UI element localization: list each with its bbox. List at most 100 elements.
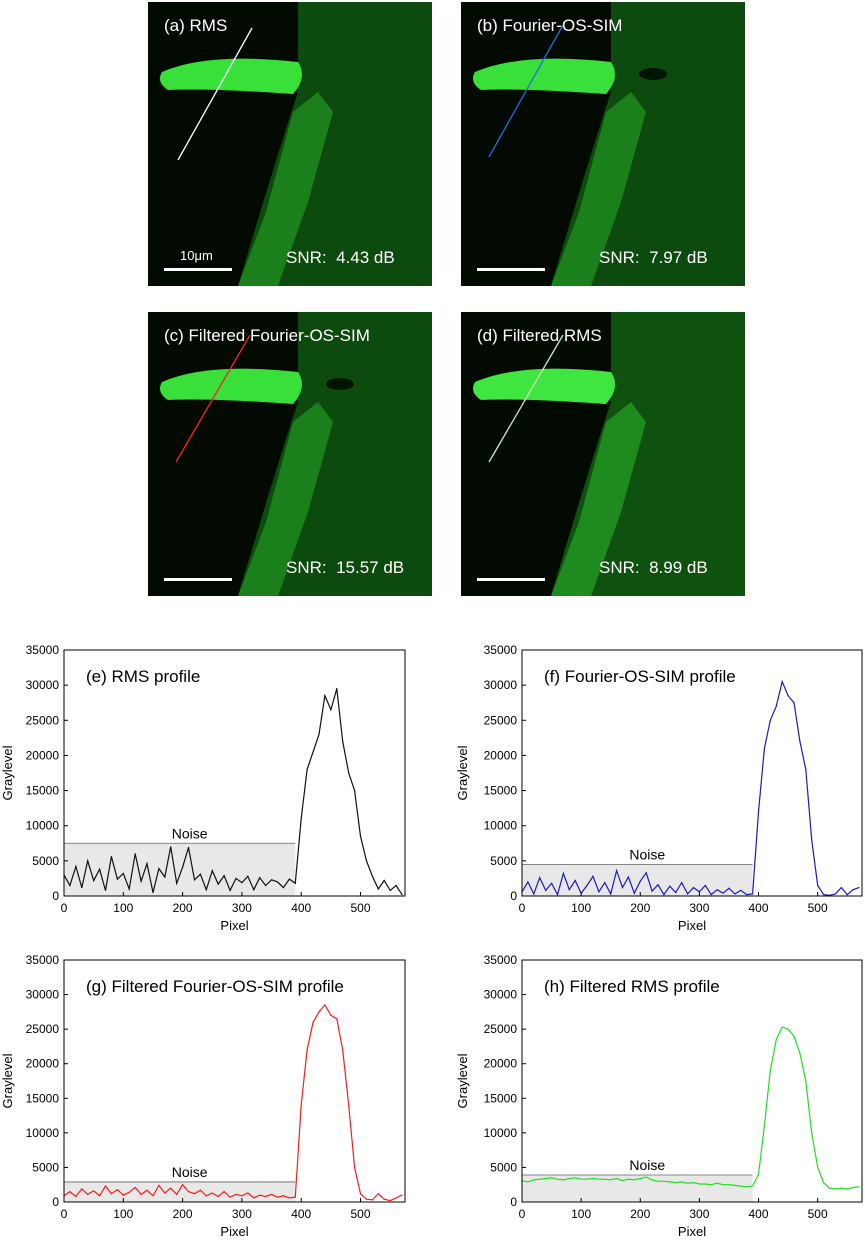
x-tick-label: 300: [689, 1207, 709, 1221]
profile-point: [775, 1038, 777, 1041]
panel-c-snr: SNR: 15.57 dB: [286, 558, 405, 577]
profile-point: [211, 870, 213, 872]
profile-point: [359, 1193, 362, 1195]
profile-point: [840, 1187, 842, 1189]
y-tick-label: 15000: [484, 1091, 518, 1105]
scale-bar: [477, 578, 545, 581]
profile-point: [265, 1195, 267, 1198]
y-tick-label: 25000: [26, 1022, 60, 1036]
profile-point: [834, 1188, 836, 1190]
y-tick-label: 15000: [26, 784, 60, 798]
x-axis-label: Pixel: [220, 918, 248, 933]
x-tick-label: 200: [173, 1207, 193, 1221]
profile-point: [545, 1177, 547, 1180]
profile-point: [568, 889, 570, 891]
plot-frame: [63, 649, 406, 897]
profile-point: [556, 893, 559, 896]
profile-point: [704, 884, 706, 887]
x-tick-label: 500: [808, 901, 828, 915]
profile-point: [205, 889, 207, 891]
profile-point: [348, 1104, 350, 1106]
y-tick-label: 5000: [490, 1160, 517, 1174]
profile-point: [110, 1193, 113, 1195]
profile-point: [746, 1186, 748, 1188]
y-tick-label: 35000: [26, 643, 60, 657]
profile-point: [604, 1178, 606, 1180]
profile-point: [846, 1188, 848, 1190]
profile-point: [675, 891, 677, 894]
profile-point: [686, 1182, 689, 1184]
profile-series-line: [521, 679, 860, 897]
y-tick-label: 20000: [26, 1057, 60, 1071]
profile-point: [858, 886, 860, 889]
profile-point: [270, 1193, 273, 1195]
y-tick-label: 25000: [26, 713, 60, 727]
panel-a-label: (a) RMS: [164, 16, 228, 35]
profile-point: [330, 1014, 332, 1016]
y-tick-label: 35000: [484, 953, 518, 967]
profile-point: [639, 880, 641, 882]
profile-point: [69, 1191, 71, 1193]
microscopy-image-b: [473, 2, 745, 286]
profile-point: [704, 1183, 706, 1185]
profile-point: [104, 889, 107, 891]
profile-point: [170, 1187, 172, 1189]
profile-point: [69, 884, 71, 887]
profile-point: [193, 1193, 196, 1195]
profile-point: [539, 1178, 541, 1180]
x-tick-label: 300: [232, 1207, 252, 1221]
y-tick-label: 5000: [490, 854, 517, 868]
profile-point: [586, 884, 588, 887]
panel-b-snr: SNR: 7.97 dB: [599, 248, 708, 267]
y-tick-label: 20000: [484, 748, 518, 762]
profile-point: [336, 1018, 338, 1020]
profile-point: [621, 886, 624, 889]
profile-point: [294, 882, 296, 884]
profile-point: [527, 1181, 529, 1183]
profile-point: [164, 1192, 166, 1194]
profile-point: [87, 860, 89, 862]
profile-point: [389, 1200, 391, 1202]
profile-point: [365, 860, 368, 862]
x-tick-label: 300: [689, 901, 709, 915]
profile-point: [769, 719, 771, 721]
profile-point: [294, 1196, 296, 1198]
profile-point: [342, 1049, 344, 1051]
profile-point: [610, 893, 612, 895]
chart-f: 0 100 200 300 400 500 0 5000 10000 15000 20000 2500…: [455, 640, 865, 940]
profile-point: [651, 890, 653, 892]
x-axis-label: Pixel: [220, 1224, 248, 1239]
profile-point: [395, 1197, 397, 1199]
profile-point: [182, 866, 184, 868]
y-axis-label: Graylevel: [455, 745, 470, 800]
profile-point: [282, 1195, 285, 1197]
chart-title: (g) Filtered Fourier-OS-SIM profile: [86, 977, 344, 996]
profile-point: [134, 853, 136, 855]
profile-point: [598, 891, 600, 893]
profile-point: [633, 892, 635, 894]
profile-point: [545, 889, 547, 891]
noise-label: Noise: [629, 846, 665, 862]
profile-point: [383, 1198, 385, 1200]
plot-frame: [63, 959, 406, 1203]
x-tick-label: 400: [291, 901, 311, 915]
chart-e: 0 100 200 300 400 500 0 5000 10000 15000 20000 2500…: [0, 640, 432, 940]
profile-point: [170, 846, 172, 848]
profile-point: [746, 893, 748, 896]
y-tick-label: 10000: [26, 1126, 60, 1140]
profile-point: [223, 1191, 225, 1193]
profile-point: [241, 882, 243, 884]
profile-point: [799, 740, 801, 742]
x-axis-label: Pixel: [678, 918, 706, 933]
profile-point: [152, 1195, 154, 1197]
profile-point: [318, 733, 320, 735]
profile-point: [550, 882, 553, 884]
y-tick-label: 5000: [32, 854, 59, 868]
profile-point: [377, 1193, 379, 1195]
profile-point: [822, 893, 825, 896]
profile-series-line: [63, 1003, 403, 1202]
image-panel-d: (d) Filtered RMS SNR: 8.99 dB: [461, 312, 745, 596]
profile-point: [104, 1185, 107, 1187]
profile-point: [98, 1195, 101, 1197]
profile-point: [205, 1195, 207, 1197]
